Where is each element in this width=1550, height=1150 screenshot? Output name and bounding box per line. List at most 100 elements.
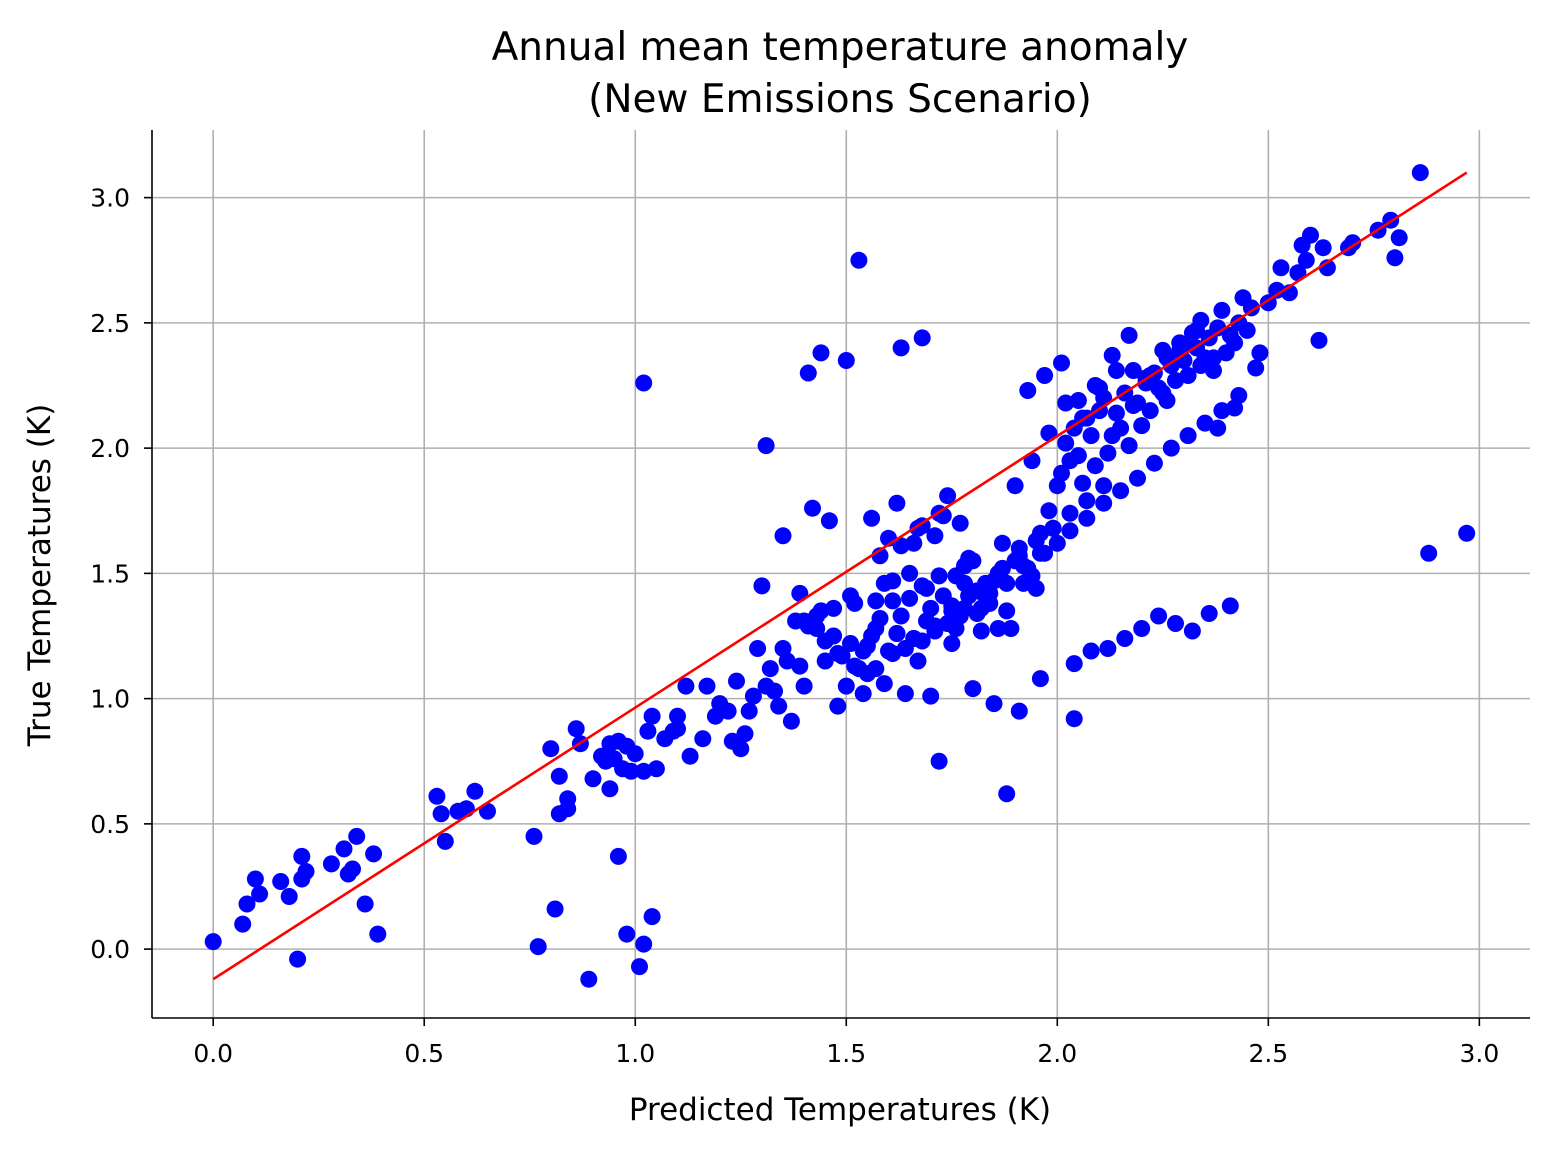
data-point: [669, 707, 686, 725]
data-point: [1386, 249, 1404, 267]
data-point: [795, 612, 813, 630]
data-point: [829, 645, 847, 662]
data-point: [875, 675, 893, 693]
data-point: [631, 958, 648, 976]
data-point: [749, 640, 767, 657]
data-point: [234, 915, 252, 933]
data-point: [972, 622, 990, 640]
y-tick-label: 1.5: [90, 559, 130, 588]
data-point: [1006, 477, 1024, 495]
data-point: [369, 925, 387, 943]
data-point: [977, 574, 995, 592]
data-point: [1226, 334, 1244, 352]
data-point: [1116, 630, 1134, 647]
data-point: [272, 873, 290, 890]
data-point: [761, 660, 779, 678]
data-point: [567, 720, 585, 738]
data-point: [622, 762, 640, 780]
data-point: [1099, 640, 1117, 657]
data-point: [977, 587, 995, 605]
x-tick-label: 1.0: [615, 1039, 655, 1068]
data-point: [837, 677, 855, 695]
data-point: [1314, 239, 1332, 257]
data-point: [736, 725, 754, 743]
data-point: [1213, 301, 1231, 319]
data-point: [842, 635, 859, 652]
data-point: [892, 537, 910, 555]
data-point: [926, 527, 944, 545]
data-point: [1120, 437, 1138, 455]
data-point: [1086, 377, 1104, 394]
data-point: [799, 364, 817, 382]
data-point: [1078, 509, 1096, 527]
data-point: [1074, 474, 1092, 492]
data-point: [850, 251, 868, 269]
data-point: [639, 722, 657, 740]
data-point: [1196, 414, 1214, 432]
data-point: [829, 697, 847, 715]
data-point: [1242, 299, 1260, 317]
data-point: [1145, 454, 1163, 472]
data-point: [466, 782, 484, 800]
data-point: [922, 687, 940, 705]
data-point: [643, 908, 661, 926]
scatter-points: [204, 164, 1476, 988]
data-point: [618, 925, 636, 943]
data-point: [559, 800, 577, 818]
data-point: [892, 607, 910, 625]
data-point: [1390, 229, 1408, 247]
data-point: [905, 534, 923, 552]
data-point: [985, 695, 1003, 713]
x-tick-label: 1.5: [826, 1039, 866, 1068]
data-point: [1027, 532, 1045, 550]
data-point: [1251, 344, 1269, 362]
data-point: [846, 657, 864, 675]
data-point: [837, 352, 855, 369]
data-point: [1027, 579, 1045, 597]
fit-line: [212, 171, 1468, 981]
data-point: [1209, 319, 1227, 337]
data-point: [1069, 447, 1087, 465]
data-point: [820, 512, 838, 530]
data-point: [1031, 670, 1049, 688]
data-point: [698, 677, 716, 695]
data-point: [854, 685, 872, 703]
data-point: [1179, 367, 1197, 384]
data-point: [943, 602, 961, 620]
data-point: [1120, 326, 1138, 344]
data-point: [1082, 642, 1100, 660]
data-point: [289, 950, 307, 968]
data-point: [542, 740, 560, 758]
data-point: [1230, 387, 1248, 404]
data-point: [246, 870, 264, 888]
data-point: [744, 687, 762, 705]
chart-title: Annual mean temperature anomaly: [492, 25, 1189, 70]
data-point: [251, 885, 269, 903]
data-point: [297, 863, 315, 880]
data-point: [812, 344, 830, 362]
data-point: [1002, 620, 1020, 637]
data-point: [280, 888, 298, 905]
data-point: [356, 895, 374, 913]
data-point: [863, 509, 881, 527]
data-point: [1107, 404, 1125, 422]
data-point: [1103, 346, 1121, 364]
data-point: [1213, 402, 1231, 420]
data-point: [1205, 349, 1222, 367]
data-point: [846, 594, 864, 612]
data-point: [1221, 597, 1239, 615]
data-point: [943, 635, 961, 652]
data-point: [1247, 359, 1265, 377]
data-point: [1057, 434, 1075, 452]
data-point: [550, 767, 568, 785]
data-point: [1082, 427, 1100, 445]
axis-ticks: 0.0 0.5 1.0 1.5 2.0 2.5 3.0 0.0 0.5 1.0 1.5 2.0 2.5 3…: [90, 184, 1499, 1068]
data-point: [546, 900, 564, 918]
data-point: [1167, 615, 1184, 632]
data-point: [989, 620, 1007, 637]
data-point: [1112, 419, 1130, 437]
data-point: [1057, 394, 1075, 412]
data-point: [926, 617, 944, 635]
data-point: [322, 855, 340, 873]
